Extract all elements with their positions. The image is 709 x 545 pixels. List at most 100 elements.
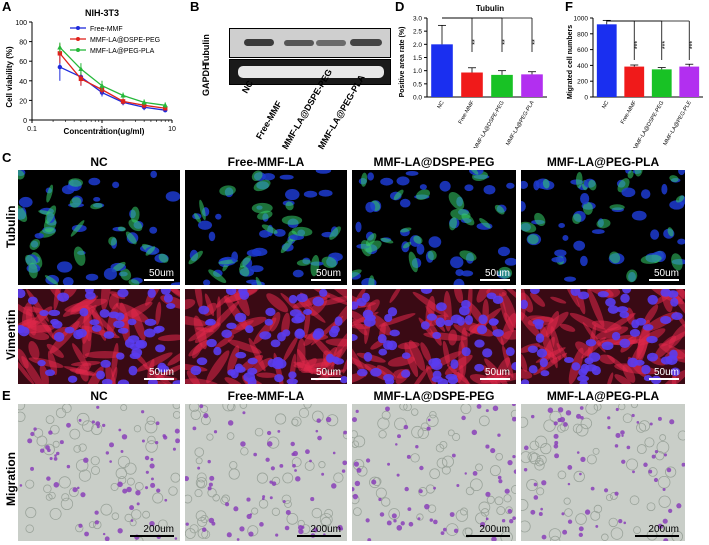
nucleus bbox=[464, 184, 474, 192]
nucleus bbox=[580, 363, 590, 374]
membrane-pore bbox=[251, 507, 259, 515]
migrated-cell bbox=[317, 435, 322, 441]
nucleus bbox=[577, 375, 590, 382]
tubulin-signal bbox=[120, 268, 132, 281]
data-point bbox=[57, 44, 63, 50]
migrated-cell bbox=[96, 425, 100, 429]
x-tick-label: 10 bbox=[168, 126, 176, 133]
migrated-cell bbox=[386, 520, 392, 526]
migrated-cell bbox=[120, 450, 124, 453]
vimentin-fiber bbox=[501, 289, 516, 304]
migrated-cell bbox=[129, 505, 135, 511]
nucleus bbox=[292, 269, 304, 278]
nucleus bbox=[328, 328, 339, 338]
migrated-cell bbox=[284, 525, 290, 531]
x-tick-label: MMF-LA@DSPE-PEG bbox=[473, 100, 506, 148]
vimentin-fiber bbox=[224, 377, 244, 384]
membrane-pore bbox=[536, 487, 545, 496]
migrated-cell bbox=[209, 475, 215, 481]
panel-label-c: C bbox=[2, 150, 12, 165]
membrane-pore bbox=[465, 486, 475, 496]
row-label-tubulin: Tubulin bbox=[4, 205, 18, 248]
vimentin-fiber bbox=[62, 295, 98, 317]
vimentin-fiber bbox=[476, 289, 493, 303]
membrane-pore bbox=[511, 485, 516, 494]
tubulin-micrograph: 50um bbox=[18, 170, 180, 285]
membrane-pore bbox=[45, 415, 55, 425]
membrane-pore bbox=[536, 454, 547, 466]
scale-bar-label: 200um bbox=[648, 524, 679, 535]
tubulin-bar-chart: Tubulin Positive area rate (%) 0.0 0.5 1.0… bbox=[399, 4, 547, 148]
vimentin-fiber bbox=[595, 326, 629, 340]
scale-bar-label: 200um bbox=[479, 524, 510, 535]
migrated-cell bbox=[105, 451, 110, 455]
membrane-pore bbox=[521, 416, 529, 428]
nucleus bbox=[238, 289, 248, 296]
migrated-cell bbox=[648, 469, 653, 474]
migrated-cell bbox=[227, 420, 234, 426]
nucleus bbox=[529, 289, 540, 295]
migrated-cell bbox=[352, 417, 357, 423]
nucleus bbox=[667, 290, 679, 298]
vimentin-fiber bbox=[204, 293, 215, 317]
vimentin-image bbox=[352, 289, 516, 384]
nucleus bbox=[62, 276, 74, 285]
panel-label-f: F bbox=[565, 0, 573, 14]
membrane-pore bbox=[134, 482, 144, 491]
migrated-cell bbox=[292, 450, 298, 457]
migrated-cell bbox=[507, 508, 513, 514]
nucleus bbox=[365, 201, 376, 213]
significance-label: *** bbox=[662, 41, 669, 49]
nucleus bbox=[453, 278, 465, 285]
x-tick-label: MMF-LA@PEG-PLA bbox=[505, 100, 536, 147]
membrane-pore bbox=[200, 405, 209, 413]
migrated-cell bbox=[80, 492, 86, 498]
migrated-cell bbox=[663, 538, 669, 541]
membrane-pore bbox=[410, 453, 420, 463]
nucleus bbox=[196, 357, 208, 366]
vimentin-fiber bbox=[521, 353, 528, 372]
nucleus bbox=[585, 339, 597, 347]
membrane-pore bbox=[111, 512, 120, 520]
migrated-cell bbox=[155, 421, 160, 426]
membrane-pore bbox=[144, 420, 158, 434]
migrated-cell bbox=[533, 495, 539, 500]
migrated-cell bbox=[559, 416, 566, 423]
vimentin-fiber bbox=[550, 326, 561, 361]
membrane-pore bbox=[659, 434, 667, 442]
vimentin-fiber bbox=[453, 371, 470, 384]
data-point bbox=[99, 82, 105, 88]
membrane-pore bbox=[240, 447, 249, 456]
migrated-cell bbox=[615, 407, 619, 412]
y-tick-label: 0.5 bbox=[413, 81, 422, 88]
nucleus bbox=[401, 369, 411, 378]
nucleus bbox=[536, 348, 548, 358]
migrated-cell bbox=[632, 470, 635, 474]
nucleus bbox=[591, 229, 605, 234]
migrated-cell bbox=[395, 443, 398, 446]
nucleus bbox=[116, 352, 125, 360]
migrated-cell bbox=[523, 445, 529, 451]
row-label-vimentin: Vimentin bbox=[4, 309, 18, 360]
migrated-cell bbox=[354, 480, 361, 487]
vimentin-fiber bbox=[18, 356, 35, 384]
membrane-pore bbox=[478, 415, 490, 427]
nucleus bbox=[482, 348, 493, 358]
nucleus bbox=[143, 328, 156, 338]
tubulin-signal bbox=[393, 189, 404, 200]
migrated-cell bbox=[485, 444, 490, 449]
nucleus bbox=[650, 229, 660, 240]
bar bbox=[596, 24, 617, 97]
nucleus bbox=[580, 193, 590, 205]
tubulin-signal bbox=[596, 218, 611, 229]
tubulin-micrograph: 50um bbox=[521, 170, 685, 285]
nucleus bbox=[634, 359, 645, 366]
membrane-pore bbox=[194, 447, 205, 457]
migrated-cell bbox=[485, 491, 491, 497]
nucleus bbox=[426, 313, 438, 321]
nucleus bbox=[99, 309, 110, 318]
migrated-cell bbox=[404, 486, 409, 492]
membrane-pore bbox=[229, 461, 238, 470]
membrane-pore bbox=[185, 494, 193, 504]
membrane-pore bbox=[557, 470, 567, 480]
